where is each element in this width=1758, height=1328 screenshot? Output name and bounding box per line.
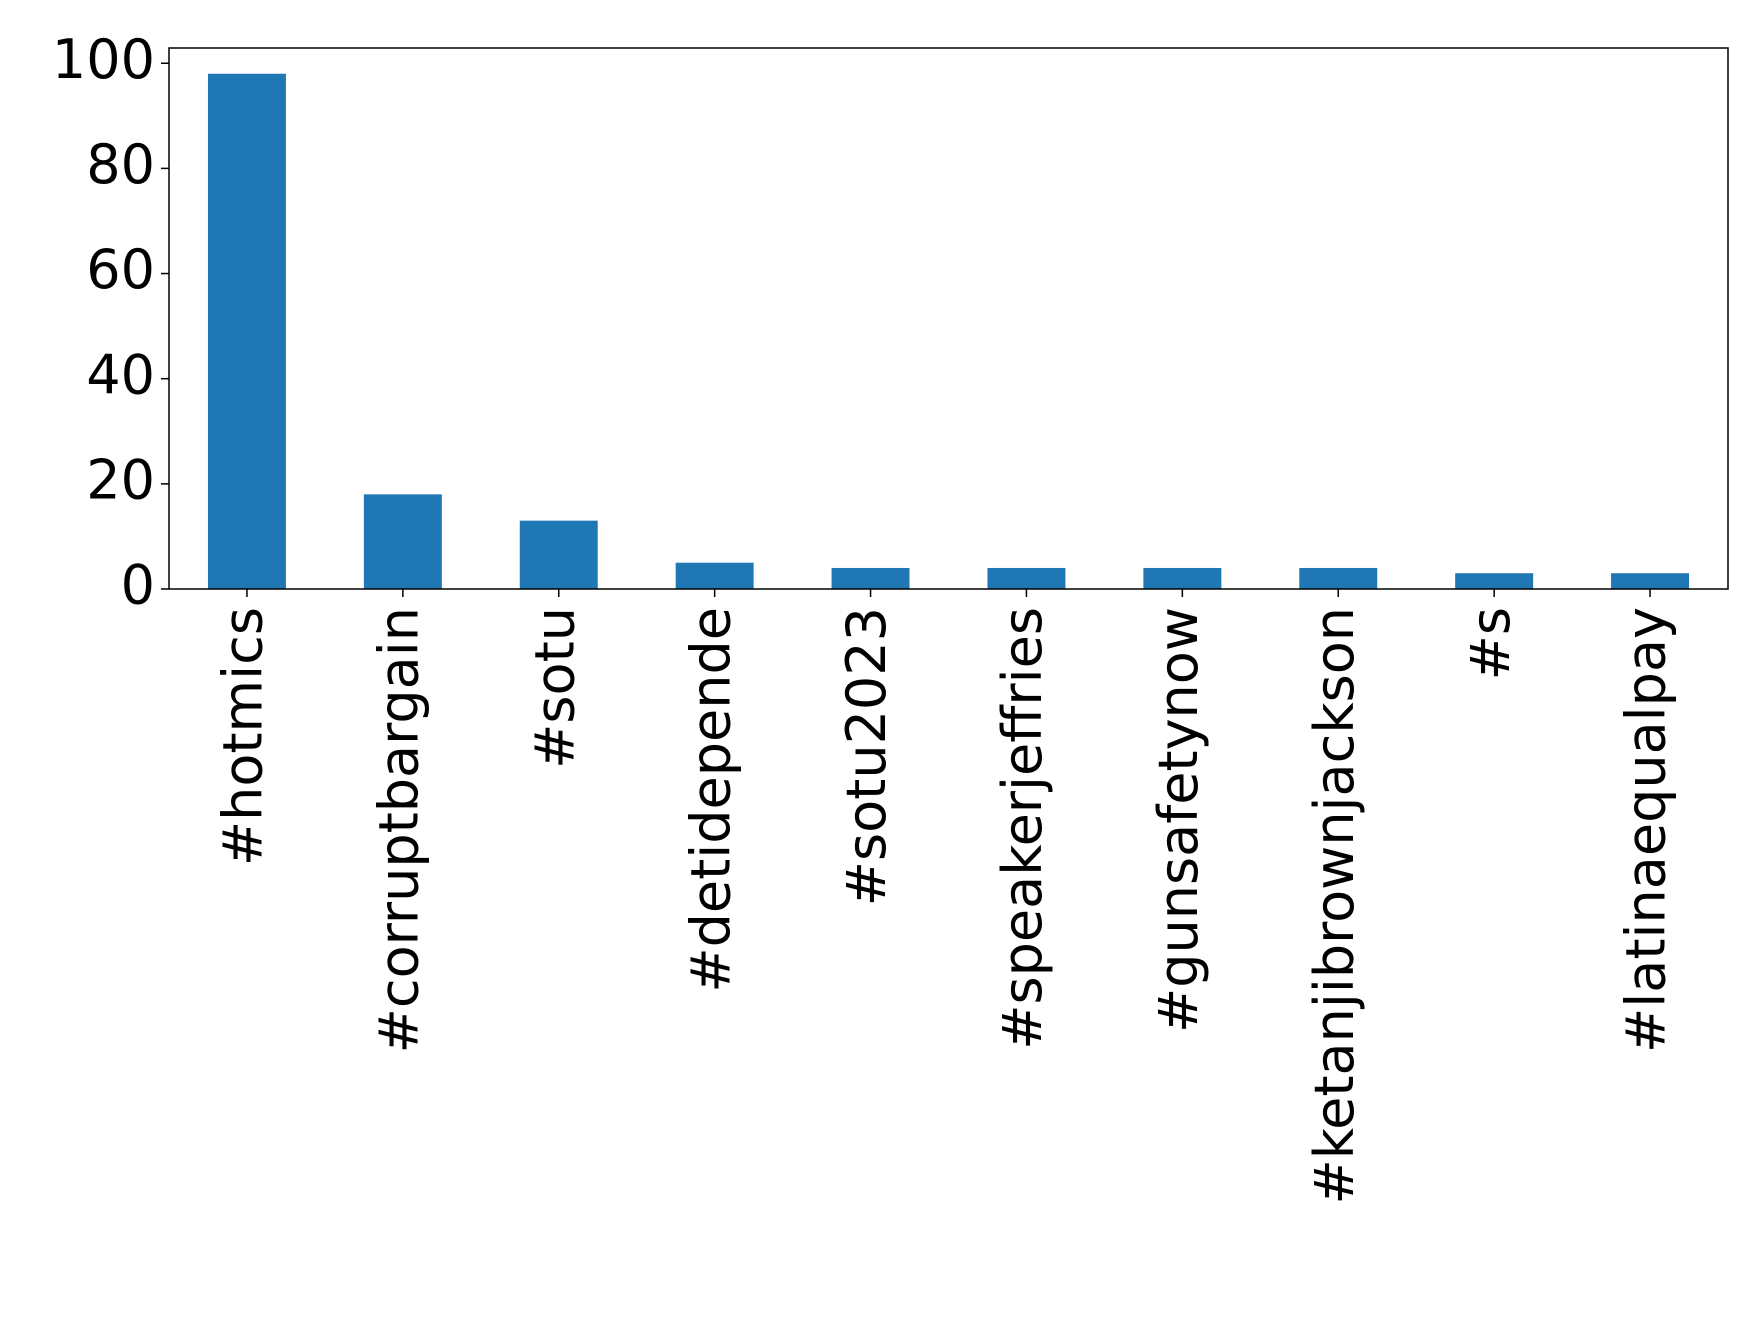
y-tick-label: 100	[52, 28, 155, 91]
y-tick-label: 0	[121, 554, 155, 617]
x-tick-label: #sotu	[523, 607, 586, 769]
plot-frame	[168, 47, 1729, 590]
y-tick-label: 20	[86, 448, 155, 511]
y-tick-label: 60	[86, 238, 155, 301]
bar	[987, 567, 1066, 589]
bar	[207, 73, 286, 589]
bar	[519, 520, 598, 589]
bar	[675, 562, 754, 589]
x-tick-label: #hotmics	[212, 607, 275, 866]
bar	[363, 494, 442, 589]
bar	[1611, 573, 1690, 589]
x-tick-label: #latinaequalpay	[1615, 607, 1678, 1053]
x-tick-label: #s	[1459, 607, 1522, 680]
bar	[1455, 573, 1534, 589]
bar	[831, 567, 910, 589]
x-tick-label: #sotu2023	[835, 607, 898, 906]
x-tick-label: #corruptbargain	[367, 607, 430, 1053]
x-tick-label: #ketanjibrownjackson	[1303, 607, 1366, 1204]
x-tick-label: #gunsafetynow	[1147, 607, 1210, 1033]
y-tick-label: 80	[86, 133, 155, 196]
y-tick-label: 40	[86, 343, 155, 406]
bar	[1143, 567, 1222, 589]
bar	[1299, 567, 1378, 589]
x-tick-label: #speakerjeffries	[991, 607, 1054, 1050]
x-tick-label: #detidepende	[679, 607, 742, 993]
